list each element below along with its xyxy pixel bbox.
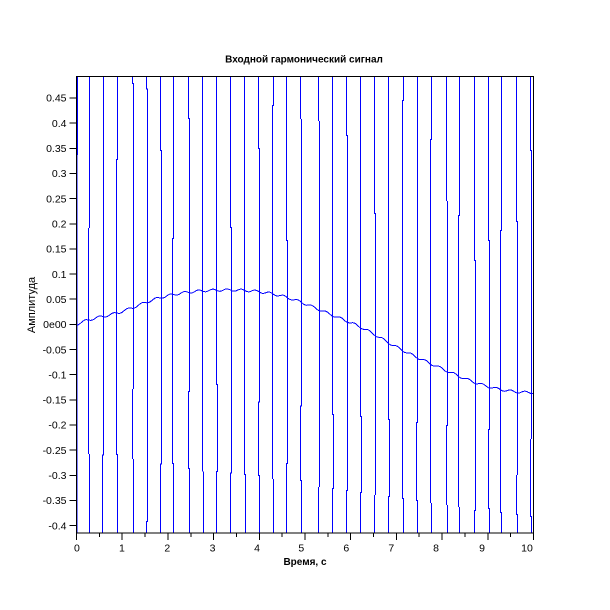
svg-text:-0.3: -0.3	[48, 470, 66, 482]
svg-text:0e00: 0e00	[43, 319, 67, 331]
svg-text:-0.25: -0.25	[43, 445, 67, 457]
svg-text:0.15: 0.15	[46, 244, 67, 256]
svg-text:0.45: 0.45	[46, 93, 67, 105]
svg-text:-0.05: -0.05	[43, 344, 67, 356]
svg-text:6: 6	[343, 542, 349, 554]
svg-text:Амплитуда: Амплитуда	[26, 276, 38, 333]
svg-text:4: 4	[254, 542, 260, 554]
svg-text:0.05: 0.05	[46, 294, 67, 306]
svg-text:9: 9	[479, 542, 485, 554]
svg-text:0.3: 0.3	[52, 168, 67, 180]
svg-text:-0.35: -0.35	[43, 495, 67, 507]
svg-text:0.1: 0.1	[52, 269, 67, 281]
svg-text:5: 5	[298, 542, 304, 554]
svg-text:-0.1: -0.1	[48, 369, 66, 381]
svg-text:2: 2	[164, 542, 170, 554]
svg-text:1: 1	[119, 542, 125, 554]
svg-text:Время, с: Время, с	[283, 557, 327, 568]
svg-text:0: 0	[74, 542, 80, 554]
svg-text:0.25: 0.25	[46, 193, 67, 205]
svg-text:0.2: 0.2	[52, 219, 67, 231]
svg-text:10: 10	[521, 542, 533, 554]
svg-text:7: 7	[388, 542, 394, 554]
svg-text:Входной гармонический сигнал: Входной гармонический сигнал	[225, 55, 383, 66]
svg-text:-0.15: -0.15	[43, 395, 67, 407]
svg-text:8: 8	[433, 542, 439, 554]
svg-text:0.35: 0.35	[46, 143, 67, 155]
svg-text:3: 3	[210, 542, 216, 554]
svg-text:-0.4: -0.4	[48, 520, 66, 532]
svg-text:-0.2: -0.2	[48, 420, 66, 432]
svg-text:0.4: 0.4	[52, 118, 67, 130]
